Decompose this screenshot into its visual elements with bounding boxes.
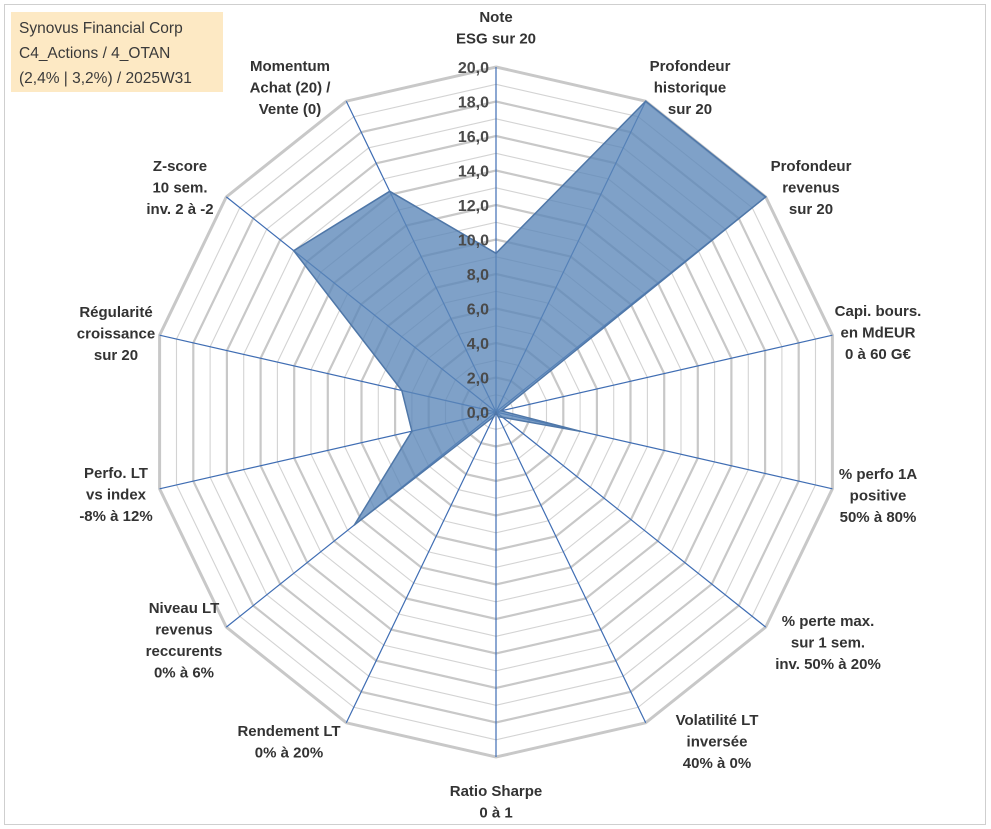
chart-frame <box>4 4 986 825</box>
axis-label-line: 0% à 20% <box>255 745 323 762</box>
axis-label: % perte max. sur 1 sem. inv. 50% à 20% <box>775 613 881 673</box>
axis-spoke <box>495 334 833 413</box>
axis-label-line: Momentum <box>250 58 330 75</box>
axis-label-line: 10 sem. <box>152 180 207 197</box>
tick-label: 10,0 <box>458 233 489 250</box>
series-layer <box>292 100 767 526</box>
axis-label-line: inv. 2 à -2 <box>146 201 213 218</box>
data-point <box>353 524 356 526</box>
tick-label: 14,0 <box>458 164 489 181</box>
axis-label: Volatilité LT inversée 40% à 0% <box>676 712 759 772</box>
axis-label-line: 0% à 6% <box>154 665 214 682</box>
axis-label-line: Régularité <box>79 304 152 321</box>
axis-label-line: Perfo. LT <box>84 465 148 482</box>
axis-label-line: sur 20 <box>789 201 833 218</box>
axis-label-line: en MdEUR <box>841 325 916 342</box>
axis-label: Niveau LT revenus reccurents 0% à 6% <box>146 600 223 682</box>
axis-label-line: inv. 50% à 20% <box>775 656 881 673</box>
axis-label-line: -8% à 12% <box>79 508 152 525</box>
tick-label: 12,0 <box>458 198 489 215</box>
tick-layer: 0,0 2,0 4,0 6,0 8,0 10,0 12,0 14,0 16,0 18,0 20,0 <box>458 60 489 422</box>
axis-label: % perfo 1A positive 50% à 80% <box>839 466 918 526</box>
axis-label: Profondeur revenus sur 20 <box>771 158 852 218</box>
axis-spoke <box>495 411 767 628</box>
axis-label-line: Achat (20) / <box>250 80 332 97</box>
tick-label: 8,0 <box>467 267 489 284</box>
axis-label: Note ESG sur 20 <box>456 9 536 48</box>
axis-spoke <box>345 411 497 724</box>
title-company: Synovus Financial Corp <box>19 20 183 37</box>
title-period: (2,4% | 3,2%) / 2025W31 <box>19 70 192 87</box>
axis-label-line: Profondeur <box>771 158 852 175</box>
tick-label: 18,0 <box>458 95 489 112</box>
data-point <box>501 416 504 419</box>
tick-label: 16,0 <box>458 129 489 146</box>
axis-label-line: revenus <box>155 622 213 639</box>
axis-label: Capi. bours. en MdEUR 0 à 60 G€ <box>835 303 922 363</box>
axis-label-line: 0 à 1 <box>479 805 512 822</box>
data-point <box>497 415 500 418</box>
tick-label: 20,0 <box>458 60 489 77</box>
axis-label-line: revenus <box>782 180 840 197</box>
data-point <box>401 389 403 392</box>
axis-label-line: % perfo 1A <box>839 466 918 483</box>
axis-label-line: historique <box>654 80 727 97</box>
axis-label-line: Volatilité LT <box>676 712 759 729</box>
tick-label: 6,0 <box>467 302 489 319</box>
title-category: C4_Actions / 4_OTAN <box>19 45 171 62</box>
chart-title-box: Synovus Financial Corp C4_Actions / 4_OT… <box>11 12 223 92</box>
axis-label-line: Note <box>479 9 512 26</box>
axis-label-line: sur 20 <box>94 347 138 364</box>
axis-label-line: vs index <box>86 487 147 504</box>
axis-label-line: Capi. bours. <box>835 303 922 320</box>
data-point <box>644 100 647 102</box>
axis-label-line: inversée <box>687 734 748 751</box>
axis-label-line: 40% à 0% <box>683 755 751 772</box>
axis-label-line: 0 à 60 G€ <box>845 346 912 363</box>
axis-label: Profondeur historique sur 20 <box>650 58 731 118</box>
tick-label: 4,0 <box>467 336 489 353</box>
data-point <box>388 190 391 193</box>
axis-label-line: sur 1 sem. <box>791 635 865 652</box>
data-point <box>500 410 502 412</box>
axis-label-line: Rendement LT <box>237 723 340 740</box>
tick-label: 2,0 <box>467 371 489 388</box>
axis-label-line: Vente (0) <box>259 101 322 118</box>
axis-label-line: Z-score <box>153 158 207 175</box>
axis-label-line: 50% à 80% <box>840 509 917 526</box>
axis-label: Rendement LT 0% à 20% <box>237 723 340 762</box>
data-point <box>764 196 767 198</box>
data-point <box>493 415 495 418</box>
axis-label: Perfo. LT vs index -8% à 12% <box>79 465 152 525</box>
axis-label-line: positive <box>850 488 907 505</box>
axis-label-line: ESG sur 20 <box>456 31 536 48</box>
axis-label-line: croissance <box>77 326 155 343</box>
tick-label: 0,0 <box>467 405 489 422</box>
axis-label-line: Niveau LT <box>149 600 220 617</box>
axis-label: Momentum Achat (20) / Vente (0) <box>250 58 332 118</box>
axis-label: Z-score 10 sem. inv. 2 à -2 <box>146 158 213 218</box>
data-point <box>579 430 581 433</box>
data-point <box>292 249 295 252</box>
axis-label-line: Profondeur <box>650 58 731 75</box>
data-point <box>495 252 497 255</box>
data-point <box>495 411 497 413</box>
axis-label-line: sur 20 <box>668 101 712 118</box>
series-area <box>292 100 767 526</box>
axis-spoke <box>495 411 647 724</box>
data-point <box>411 430 413 433</box>
axis-label-line: % perte max. <box>782 613 875 630</box>
axis-label-line: reccurents <box>146 643 223 660</box>
label-layer: Note ESG sur 20 Profondeur historique sur 20… <box>77 9 922 822</box>
axis-label: Régularité croissance sur 20 <box>77 304 155 364</box>
axis-label-line: Ratio Sharpe <box>450 783 543 800</box>
axis-label: Ratio Sharpe 0 à 1 <box>450 783 543 822</box>
